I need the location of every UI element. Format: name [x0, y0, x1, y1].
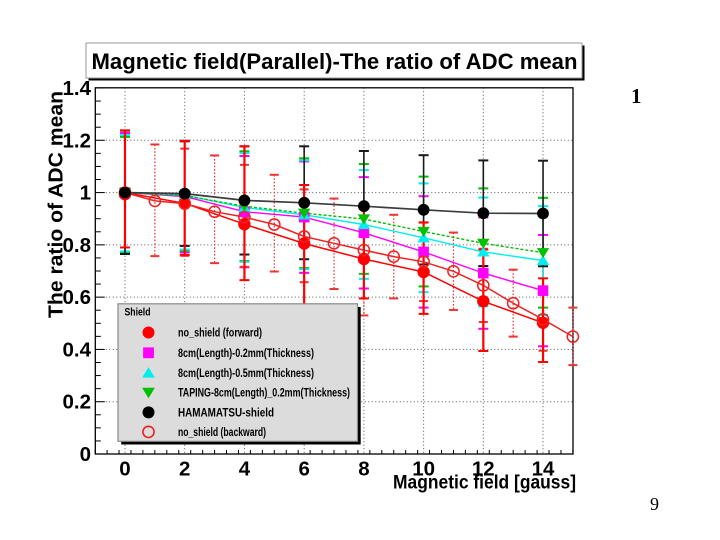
svg-text:14: 14: [532, 458, 555, 481]
svg-text:0.8: 0.8: [63, 234, 92, 257]
svg-text:TAPING-8cm(Length)_0.2mm(Thick: TAPING-8cm(Length)_0.2mm(Thickness): [178, 388, 350, 400]
svg-text:Magnetic field [gauss]: Magnetic field [gauss]: [393, 472, 576, 494]
svg-text:Shield: Shield: [125, 307, 151, 319]
svg-text:0.6: 0.6: [63, 286, 92, 309]
svg-text:6: 6: [298, 458, 309, 481]
svg-text:1.4: 1.4: [63, 77, 92, 100]
svg-text:8cm(Length)-0.5mm(Thickness): 8cm(Length)-0.5mm(Thickness): [178, 368, 314, 380]
svg-text:0: 0: [80, 443, 91, 466]
svg-text:no_shield (backward): no_shield (backward): [178, 427, 266, 439]
svg-text:8: 8: [358, 458, 369, 481]
svg-text:no_shield (forward): no_shield (forward): [178, 328, 262, 340]
svg-text:The ratio of ADC mean: The ratio of ADC mean: [46, 91, 68, 318]
svg-text:10: 10: [412, 458, 435, 481]
svg-text:9: 9: [650, 494, 659, 514]
svg-text:Magnetic field(Parallel)-The r: Magnetic field(Parallel)-The ratio of AD…: [92, 49, 578, 74]
svg-text:8cm(Length)-0.2mm(Thickness): 8cm(Length)-0.2mm(Thickness): [178, 348, 314, 360]
svg-text:0.4: 0.4: [63, 338, 92, 361]
svg-text:1: 1: [631, 84, 642, 108]
svg-text:4: 4: [239, 458, 251, 481]
svg-text:12: 12: [472, 458, 495, 481]
svg-text:1.2: 1.2: [63, 129, 92, 152]
svg-text:HAMAMATSU-shield: HAMAMATSU-shield: [178, 407, 274, 419]
svg-text:2: 2: [179, 458, 190, 481]
svg-text:1: 1: [80, 182, 91, 205]
svg-text:0: 0: [119, 458, 130, 481]
svg-text:0.2: 0.2: [63, 391, 92, 414]
